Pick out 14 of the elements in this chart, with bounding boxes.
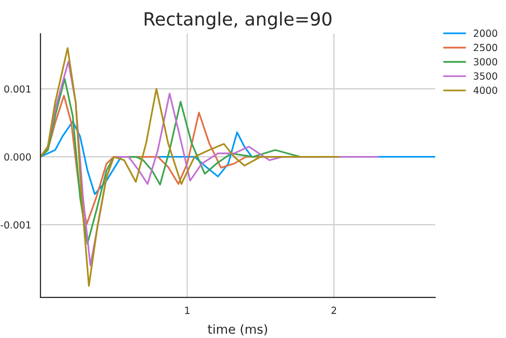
legend-label: 2500 [474, 44, 498, 52]
legend-label: 3000 [474, 58, 498, 66]
legend-label: 2000 [474, 30, 498, 37]
chart-title: Rectangle, angle=90 [144, 12, 332, 30]
y-tick-label: 0.001 [4, 85, 31, 93]
line-series [40, 78, 302, 245]
legend-label: 4000 [474, 86, 498, 94]
x-axis-title: time (ms) [208, 324, 268, 336]
x-tick-label: 1 [185, 306, 190, 314]
y-tick-label: 0.000 [4, 153, 31, 161]
x-tick-label: 2 [332, 306, 336, 314]
y-tick-label: -0.001 [0, 221, 31, 229]
legend-label: 3500 [474, 72, 498, 80]
line-series [40, 47, 340, 287]
